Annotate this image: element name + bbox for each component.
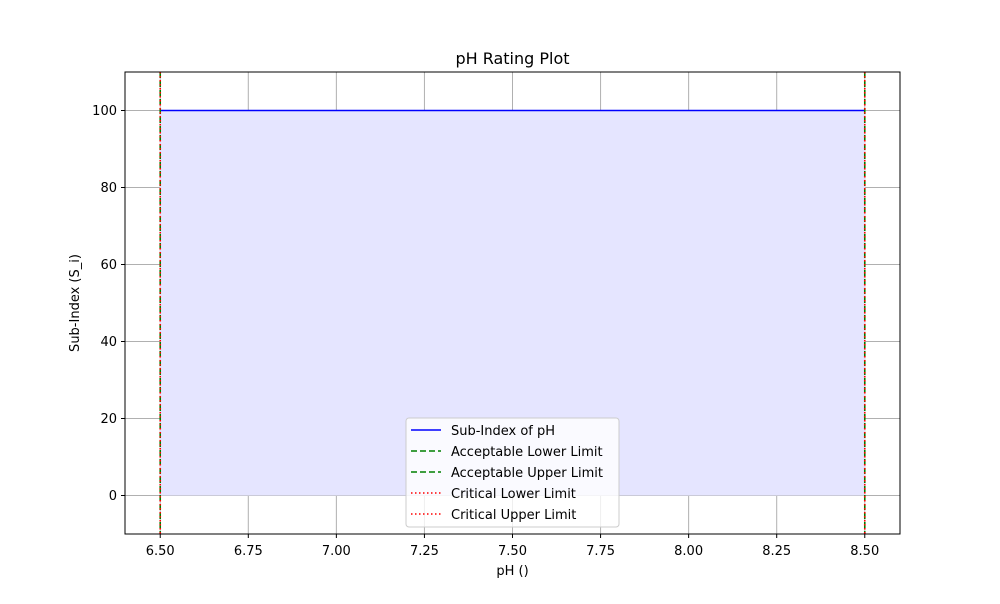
x-tick-label: 8.50 [850, 544, 879, 559]
legend: Sub-Index of pH Acceptable Lower Limit Acc… [405, 417, 620, 528]
y-tick-label: 80 [100, 181, 117, 196]
x-tick-label: 7.25 [410, 544, 439, 559]
legend-box [405, 417, 620, 528]
chart-title: pH Rating Plot [455, 49, 569, 68]
y-axis-label: Sub-Index (S_i) [68, 254, 83, 352]
y-tick-label: 40 [100, 335, 117, 350]
x-tick-label: 6.75 [234, 544, 263, 559]
legend-label: Critical Lower Limit [451, 487, 576, 502]
x-tick-label: 7.00 [322, 544, 351, 559]
y-tick-label: 20 [100, 412, 117, 427]
legend-label: Acceptable Lower Limit [451, 445, 603, 460]
legend-items: Sub-Index of pH Acceptable Lower Limit Acc… [411, 424, 603, 523]
legend-label: Critical Upper Limit [451, 508, 576, 523]
series-fill-area [160, 110, 865, 496]
x-tick-label: 7.75 [586, 544, 615, 559]
y-axis-ticks: 0 20 40 60 80 100 [92, 104, 125, 504]
y-tick-label: 60 [100, 258, 117, 273]
y-tick-label: 0 [109, 489, 117, 504]
legend-label: Acceptable Upper Limit [451, 466, 603, 481]
legend-label: Sub-Index of pH [451, 424, 555, 439]
x-axis-ticks: 6.50 6.75 7.00 7.25 7.50 7.75 8.00 8.25 8.50 [146, 534, 879, 559]
x-tick-label: 7.50 [498, 544, 527, 559]
fill-layer [160, 110, 865, 496]
y-tick-label: 100 [92, 104, 117, 119]
x-axis-label: pH () [496, 564, 528, 579]
x-tick-label: 8.25 [762, 544, 791, 559]
reference-layer [159, 72, 866, 534]
x-tick-label: 8.00 [674, 544, 703, 559]
x-tick-label: 6.50 [146, 544, 175, 559]
